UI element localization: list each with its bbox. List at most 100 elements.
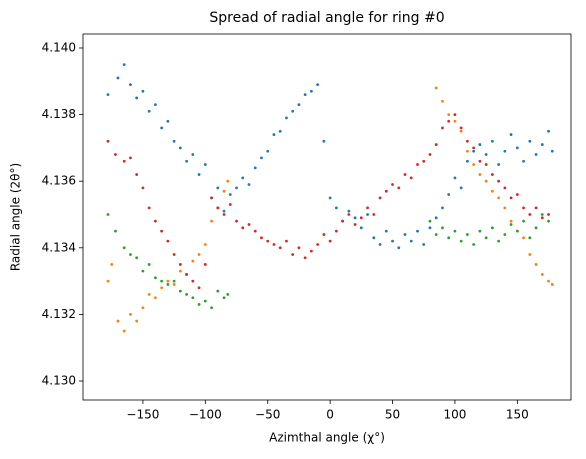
point bbox=[515, 229, 519, 233]
point bbox=[478, 143, 482, 146]
y-tick-label: 4.134 bbox=[42, 240, 76, 254]
point bbox=[135, 96, 139, 100]
point bbox=[303, 256, 307, 260]
point bbox=[147, 109, 151, 113]
point bbox=[547, 279, 550, 283]
point bbox=[247, 183, 251, 186]
point bbox=[216, 186, 220, 190]
point bbox=[178, 263, 182, 266]
point bbox=[141, 186, 145, 190]
point bbox=[434, 233, 438, 236]
point bbox=[484, 236, 488, 240]
point bbox=[509, 196, 513, 200]
point bbox=[528, 213, 532, 216]
point bbox=[197, 253, 201, 256]
point bbox=[490, 189, 494, 193]
point bbox=[428, 153, 432, 156]
point bbox=[441, 226, 444, 230]
point bbox=[534, 206, 538, 210]
point bbox=[459, 126, 463, 130]
point bbox=[447, 119, 451, 123]
point bbox=[515, 193, 519, 196]
point bbox=[372, 213, 376, 216]
point bbox=[178, 146, 182, 150]
point bbox=[291, 109, 295, 113]
point bbox=[550, 149, 554, 153]
point bbox=[484, 153, 488, 156]
point bbox=[222, 296, 226, 300]
point bbox=[372, 236, 376, 240]
point bbox=[247, 223, 251, 226]
point bbox=[503, 149, 507, 153]
point bbox=[534, 263, 538, 266]
point bbox=[416, 229, 419, 233]
point bbox=[110, 263, 114, 266]
point bbox=[185, 293, 188, 296]
point bbox=[114, 153, 117, 156]
point bbox=[459, 186, 463, 190]
point bbox=[226, 293, 230, 296]
point bbox=[272, 133, 276, 136]
point bbox=[490, 226, 494, 230]
point bbox=[409, 239, 413, 243]
point bbox=[260, 236, 263, 240]
point bbox=[178, 269, 182, 273]
point bbox=[409, 176, 413, 180]
point bbox=[478, 173, 482, 176]
point bbox=[129, 83, 132, 87]
point bbox=[114, 229, 117, 233]
y-tick-label: 4.136 bbox=[42, 174, 76, 188]
x-tick-label: −50 bbox=[255, 408, 280, 422]
y-tick-label: 4.140 bbox=[42, 40, 76, 54]
point bbox=[147, 206, 151, 210]
point bbox=[528, 236, 532, 240]
point bbox=[441, 99, 444, 103]
point bbox=[135, 173, 139, 176]
point bbox=[241, 226, 245, 230]
point bbox=[397, 186, 401, 190]
point bbox=[441, 206, 444, 210]
point bbox=[509, 223, 513, 226]
point bbox=[303, 93, 307, 97]
point bbox=[472, 163, 476, 166]
point bbox=[453, 119, 457, 123]
point bbox=[135, 256, 139, 260]
point bbox=[141, 306, 145, 310]
point bbox=[459, 129, 463, 133]
point bbox=[497, 196, 501, 200]
point bbox=[472, 149, 476, 153]
y-axis-label: Radial angle (2θ°) bbox=[9, 163, 23, 271]
point bbox=[391, 183, 394, 186]
point bbox=[153, 276, 157, 280]
point bbox=[497, 179, 501, 183]
point bbox=[160, 126, 164, 130]
point bbox=[466, 233, 469, 236]
point bbox=[422, 159, 426, 163]
point bbox=[278, 129, 282, 133]
point bbox=[341, 219, 345, 223]
point bbox=[266, 149, 270, 153]
point bbox=[222, 213, 226, 216]
point bbox=[503, 233, 507, 236]
point bbox=[347, 213, 351, 216]
y-tick-label: 4.138 bbox=[42, 107, 76, 121]
point bbox=[459, 239, 463, 243]
point bbox=[235, 186, 238, 190]
point bbox=[490, 173, 494, 176]
point bbox=[353, 223, 357, 226]
point bbox=[522, 206, 525, 210]
point bbox=[222, 209, 226, 213]
point bbox=[197, 173, 201, 176]
point bbox=[478, 229, 482, 233]
point bbox=[297, 246, 301, 250]
point bbox=[378, 243, 382, 246]
point bbox=[434, 143, 438, 146]
point bbox=[253, 166, 257, 170]
point bbox=[334, 206, 338, 210]
point bbox=[147, 293, 151, 296]
x-tick-label: 100 bbox=[443, 408, 466, 422]
point bbox=[153, 103, 157, 107]
point bbox=[547, 219, 550, 223]
point bbox=[347, 209, 351, 213]
